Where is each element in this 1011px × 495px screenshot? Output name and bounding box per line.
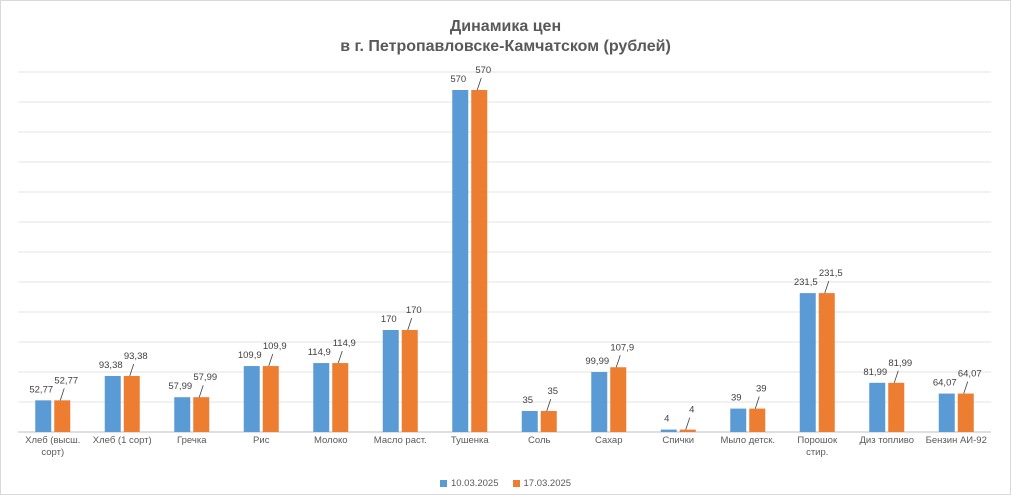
data-label: 4 [664, 414, 669, 425]
bar [749, 408, 766, 432]
x-tick-label: стир. [806, 447, 828, 458]
x-tick-label: сорт) [41, 447, 64, 458]
bar [591, 372, 608, 432]
data-label: 81,99 [888, 358, 912, 369]
data-label: 39 [756, 384, 767, 395]
x-tick-label: Спички [662, 435, 694, 446]
bar [104, 375, 121, 432]
data-label-leader [615, 355, 621, 368]
bar [888, 382, 905, 432]
data-label: 170 [381, 314, 397, 325]
data-label: 107,9 [610, 342, 634, 353]
bar [471, 90, 488, 432]
bar [957, 393, 974, 432]
bar [332, 363, 349, 432]
bar [262, 366, 279, 432]
x-tick-label: Порошок [797, 435, 838, 446]
x-tick-label: Рис [253, 435, 270, 446]
data-label: 114,9 [333, 338, 356, 349]
data-label: 93,38 [99, 360, 123, 371]
data-label: 570 [475, 65, 491, 76]
bar [679, 429, 696, 432]
legend-item-series-1: 10.03.2025 [439, 478, 499, 489]
data-label: 35 [547, 386, 558, 397]
x-tick-label: Хлеб (1 сорт) [93, 435, 152, 446]
data-label: 570 [450, 74, 466, 85]
bar [869, 382, 886, 432]
x-tick-label: Хлеб (высш. [25, 435, 80, 446]
data-label-leader [337, 350, 343, 364]
legend-label-series-1: 10.03.2025 [450, 478, 499, 489]
chart-title: Динамика цен [449, 18, 562, 35]
x-tick-label: Диз топливо [860, 435, 914, 446]
data-label: 114,9 [308, 347, 331, 358]
data-label-leader [824, 280, 830, 294]
bar [54, 400, 71, 432]
bar [610, 367, 627, 432]
data-label: 39 [731, 393, 742, 404]
data-label: 35 [522, 395, 533, 406]
x-tick-label: Масло раст. [374, 435, 427, 446]
data-label: 81,99 [863, 367, 887, 378]
data-label-leader [268, 353, 274, 367]
bar [730, 408, 747, 432]
data-label-leader [685, 417, 691, 430]
data-label-leader [476, 77, 482, 91]
x-tick-label: Соль [528, 435, 550, 446]
data-label: 64,07 [958, 369, 982, 380]
bar [35, 400, 52, 432]
x-tick-label: Бензин АИ-92 [926, 435, 987, 446]
x-tick-label: Мыло детск. [720, 435, 775, 446]
legend-swatch-series-2 [512, 480, 520, 487]
bar [174, 397, 191, 432]
data-label-leader [963, 381, 969, 394]
x-tick-label: Молоко [314, 435, 348, 446]
data-label: 99,99 [585, 356, 609, 367]
chart-legend: 10.03.2025 17.03.2025 [0, 478, 1011, 489]
bar [313, 363, 330, 432]
data-label-leader [198, 385, 204, 398]
data-label-leader [407, 317, 413, 331]
data-label: 93,38 [124, 351, 148, 362]
x-tick-label: Сахар [595, 435, 622, 446]
bar [660, 429, 677, 432]
bar [799, 293, 816, 432]
chart-subtitle: в г. Петропавловске-Камчатском (рублей) [340, 38, 671, 55]
bar [818, 293, 835, 432]
data-label: 52,77 [54, 375, 78, 386]
data-label: 57,99 [168, 381, 192, 392]
bar [521, 411, 538, 432]
data-label: 231,5 [794, 277, 818, 288]
data-label: 109,9 [238, 350, 262, 361]
legend-item-series-2: 17.03.2025 [512, 478, 572, 489]
data-label-leader [893, 370, 899, 383]
bar [382, 330, 399, 432]
data-label-leader [546, 398, 552, 412]
legend-label-series-2: 17.03.2025 [523, 478, 572, 489]
data-label: 231,5 [819, 268, 843, 279]
data-label-leader [129, 363, 135, 377]
x-tick-label: Гречка [177, 435, 207, 446]
bar [452, 90, 469, 432]
data-label-leader [754, 396, 760, 409]
data-label: 57,99 [193, 372, 217, 383]
data-label: 64,07 [933, 378, 957, 389]
bar [540, 411, 557, 432]
bar [123, 375, 140, 432]
data-label: 170 [406, 305, 422, 316]
bar [193, 397, 210, 432]
bar [401, 330, 418, 432]
data-label: 4 [689, 405, 694, 416]
legend-swatch-series-1 [439, 480, 447, 487]
data-label: 109,9 [263, 341, 287, 352]
bar [938, 393, 955, 432]
x-tick-label: Тушенка [451, 435, 490, 446]
data-label: 52,77 [29, 384, 53, 395]
bar [243, 366, 260, 432]
data-label-leader [59, 388, 65, 401]
